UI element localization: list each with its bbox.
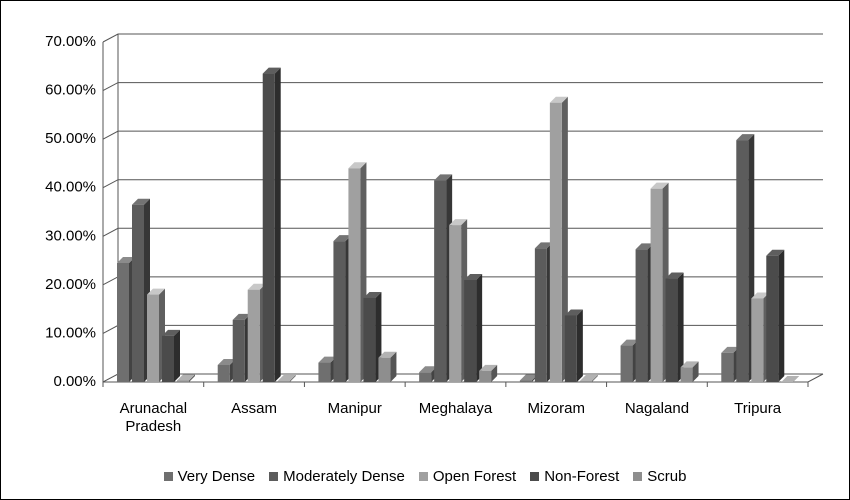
legend-item: Open Forest [418, 468, 517, 485]
y-tick-label: 30.00% [45, 227, 96, 244]
grid-line [102, 179, 823, 189]
y-tick-label: 10.00% [45, 324, 96, 341]
legend-swatch [530, 472, 540, 481]
y-tick-label: 20.00% [45, 276, 96, 293]
bar [579, 375, 598, 382]
bar [378, 351, 397, 382]
bar [680, 361, 699, 382]
bar [277, 375, 296, 382]
legend-swatch [269, 472, 279, 481]
y-tick-label: 60.00% [45, 82, 96, 99]
bar [479, 364, 498, 382]
bar [162, 329, 180, 382]
bar [262, 67, 281, 383]
y-tick-label: 50.00% [45, 130, 96, 147]
legend-swatch [418, 472, 428, 481]
legend-label: Open Forest [432, 468, 517, 485]
legend-label: Scrub [647, 468, 687, 485]
legend: Very Dense Moderately Dense Open Forest Non… [0, 468, 850, 485]
legend-label: Moderately Dense [283, 468, 405, 485]
legend-item: Moderately Dense [269, 468, 405, 485]
bar [177, 374, 195, 382]
legend-swatch [633, 472, 643, 481]
grid-line [102, 82, 823, 92]
bar [363, 291, 382, 382]
bar [766, 249, 785, 382]
bar [781, 376, 800, 382]
grid-line [102, 130, 823, 140]
legend-item: Non-Forest [530, 468, 619, 485]
legend-swatch [163, 472, 173, 481]
bar [665, 272, 684, 382]
x-tick-label: Mizoram [527, 400, 585, 417]
x-tick-label: Arunachal Pradesh [119, 400, 188, 435]
x-tick-label: Tripura [734, 400, 782, 417]
y-tick-label: 70.00% [45, 33, 96, 50]
bar [564, 309, 583, 382]
x-tick-label: Manipur [327, 400, 382, 417]
legend-label: Very Dense [177, 468, 256, 485]
y-tick-label: 40.00% [45, 179, 96, 196]
bar [736, 134, 755, 382]
bar [464, 274, 483, 382]
x-tick-label: Meghalaya [418, 400, 493, 417]
legend-item: Very Dense [163, 468, 256, 485]
x-tick-label: Nagaland [624, 400, 690, 417]
y-tick-label: 0.00% [53, 373, 96, 390]
x-tick-label: Assam [231, 400, 277, 417]
bar [549, 96, 568, 382]
legend-label: Non-Forest [544, 468, 620, 485]
legend-item: Scrub [633, 468, 686, 485]
grid-line [102, 33, 823, 43]
